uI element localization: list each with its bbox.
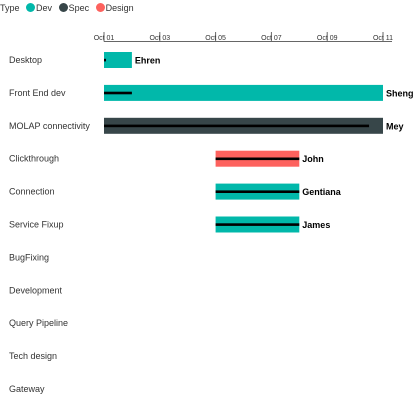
task-label: Desktop bbox=[9, 55, 42, 65]
design-legend-swatch bbox=[95, 3, 105, 12]
task-label: Clickthrough bbox=[9, 154, 59, 164]
resource-label: Sheng bbox=[386, 88, 414, 98]
task-label: Tech design bbox=[9, 351, 57, 361]
task-label: Front End dev bbox=[9, 88, 66, 98]
legend-item-spec[interactable]: Spec bbox=[58, 2, 90, 14]
task-label: MOLAP connectivity bbox=[9, 121, 90, 131]
task-label: Connection bbox=[9, 187, 55, 197]
legend-item-dev[interactable]: Dev bbox=[26, 2, 52, 14]
progress-line bbox=[215, 157, 300, 161]
resource-label: James bbox=[302, 220, 330, 230]
legend-label-spec: Spec bbox=[68, 3, 90, 13]
legend-label-dev: Dev bbox=[36, 3, 53, 13]
x-tick-label: Oct 01 bbox=[94, 35, 115, 42]
progress-line bbox=[104, 58, 106, 62]
task-label: Service Fixup bbox=[9, 220, 64, 230]
resource-label: Mey bbox=[386, 121, 404, 131]
progress-line bbox=[104, 91, 132, 95]
task-bar bbox=[104, 52, 132, 68]
progress-line bbox=[104, 124, 370, 128]
resource-label: Ehren bbox=[135, 56, 161, 66]
legend-title: Type bbox=[0, 3, 20, 13]
legend-label-design: Design bbox=[105, 3, 134, 13]
x-tick-label: Oct 09 bbox=[317, 35, 338, 42]
x-tick-label: Oct 03 bbox=[149, 35, 170, 42]
task-label: Development bbox=[9, 285, 63, 295]
x-tick-label: Oct 05 bbox=[205, 35, 226, 42]
resource-label: John bbox=[302, 154, 324, 164]
legend: Type Dev Spec Design bbox=[0, 2, 138, 14]
task-bar bbox=[104, 84, 383, 101]
progress-line bbox=[215, 190, 300, 193]
legend-item-design[interactable]: Design bbox=[95, 2, 134, 14]
task-label: BugFixing bbox=[9, 252, 49, 262]
spec-legend-swatch bbox=[58, 3, 68, 12]
x-tick-label: Oct 07 bbox=[261, 35, 282, 42]
task-label: Query Pipeline bbox=[9, 318, 68, 328]
progress-line bbox=[215, 223, 300, 226]
x-tick-label: Oct 11 bbox=[373, 35, 393, 42]
task-label: Gateway bbox=[9, 384, 45, 394]
resource-label: Gentiana bbox=[302, 187, 342, 197]
dev-legend-swatch bbox=[26, 3, 36, 12]
